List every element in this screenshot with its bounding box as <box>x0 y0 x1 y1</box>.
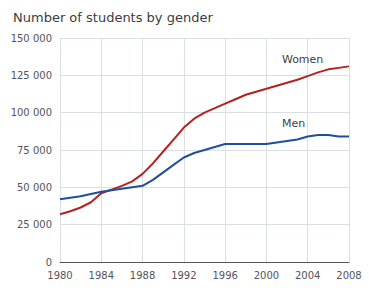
svg-text:Women: Women <box>282 53 323 66</box>
svg-text:1992: 1992 <box>171 270 196 281</box>
svg-text:75 000: 75 000 <box>17 145 52 156</box>
svg-text:150 000: 150 000 <box>11 33 52 44</box>
svg-text:25 000: 25 000 <box>17 219 52 230</box>
svg-text:125 000: 125 000 <box>11 70 52 81</box>
svg-text:Men: Men <box>282 117 305 130</box>
svg-text:1984: 1984 <box>89 270 114 281</box>
svg-text:2004: 2004 <box>295 270 320 281</box>
svg-text:1988: 1988 <box>130 270 155 281</box>
svg-text:2008: 2008 <box>336 270 361 281</box>
svg-text:50 000: 50 000 <box>17 182 52 193</box>
svg-text:2000: 2000 <box>254 270 279 281</box>
svg-text:0: 0 <box>46 257 52 268</box>
svg-text:Number of students by gender: Number of students by gender <box>13 10 213 25</box>
svg-text:1980: 1980 <box>47 270 72 281</box>
svg-text:1996: 1996 <box>212 270 237 281</box>
svg-text:100 000: 100 000 <box>11 107 52 118</box>
